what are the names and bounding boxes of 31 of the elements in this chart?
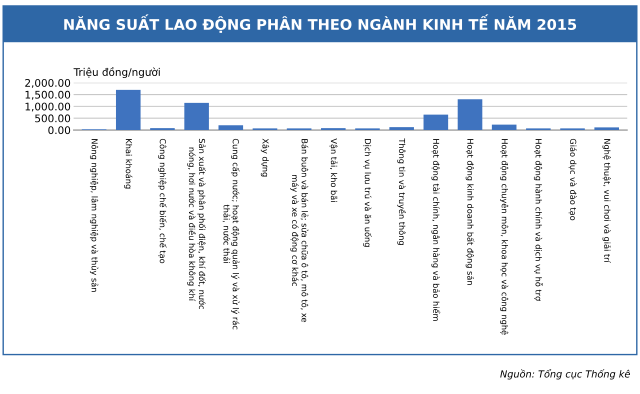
x-tick-label: Nông nghiệp, lâm nghiệp và thủy sản: [90, 139, 98, 292]
x-tick-label: Hoạt động kinh doanh bất động sản: [466, 139, 474, 285]
bar: [424, 114, 448, 130]
bar: [492, 124, 516, 130]
bar: [594, 127, 619, 130]
x-tick-label: Xây dựng: [260, 138, 270, 176]
x-tick-label: Hoạt động hành chính và dịch vụ hỗ trợ: [534, 139, 543, 301]
bar: [116, 90, 141, 130]
bar: [389, 127, 414, 130]
bar: [184, 102, 209, 130]
y-tick-label: 0.00: [48, 126, 70, 134]
bar: [218, 125, 244, 130]
y-axis-title: Triệu đồng/người: [74, 67, 160, 78]
x-tick-label: Vận tải, kho bãi: [329, 138, 338, 202]
text: Nguồn: Tổng cục Thống kê: [500, 369, 630, 380]
y-tick-label: 2,000.00: [25, 78, 70, 88]
chart-title: NĂNG SUẤT LAO ĐỘNG PHÂN THEO NGÀNH KINH TẾ NĂM 2015: [64, 14, 576, 33]
x-tick-label: Dịch vụ lưu trú và ăn uống: [363, 139, 372, 247]
x-tick-label: Khai khoáng: [124, 139, 132, 188]
x-tick-label: Cung cấp nước; hoạt động quản lý và xử lý rác thải, nước thải: [222, 138, 240, 330]
x-tick-label: Hoạt động tài chính, ngân hàng và bảo hiểm: [431, 139, 440, 321]
x-tick-label: Công nghiệp chế biến, chế tạo: [158, 138, 167, 264]
bar: [458, 99, 482, 130]
y-tick-label: 1,500.00: [26, 90, 70, 100]
y-tick-label: 1,000.00: [26, 102, 70, 112]
y-tick-label: 500.00: [35, 114, 70, 122]
x-tick-label: Giáo dục và đào tạo: [568, 138, 577, 220]
x-tick-label: Hoạt động chuyên môn, khoa học và công nghệ: [500, 139, 508, 335]
x-tick-label: Sản xuất và phân phối điện, khí đốt, nước nóng, hơi nước và điều hòa không khí: [187, 138, 206, 310]
x-tick-label: Thông tin và truyền thông: [397, 138, 406, 245]
x-tick-label: Nghệ thuật, vui chơi và giải trí: [602, 139, 611, 264]
